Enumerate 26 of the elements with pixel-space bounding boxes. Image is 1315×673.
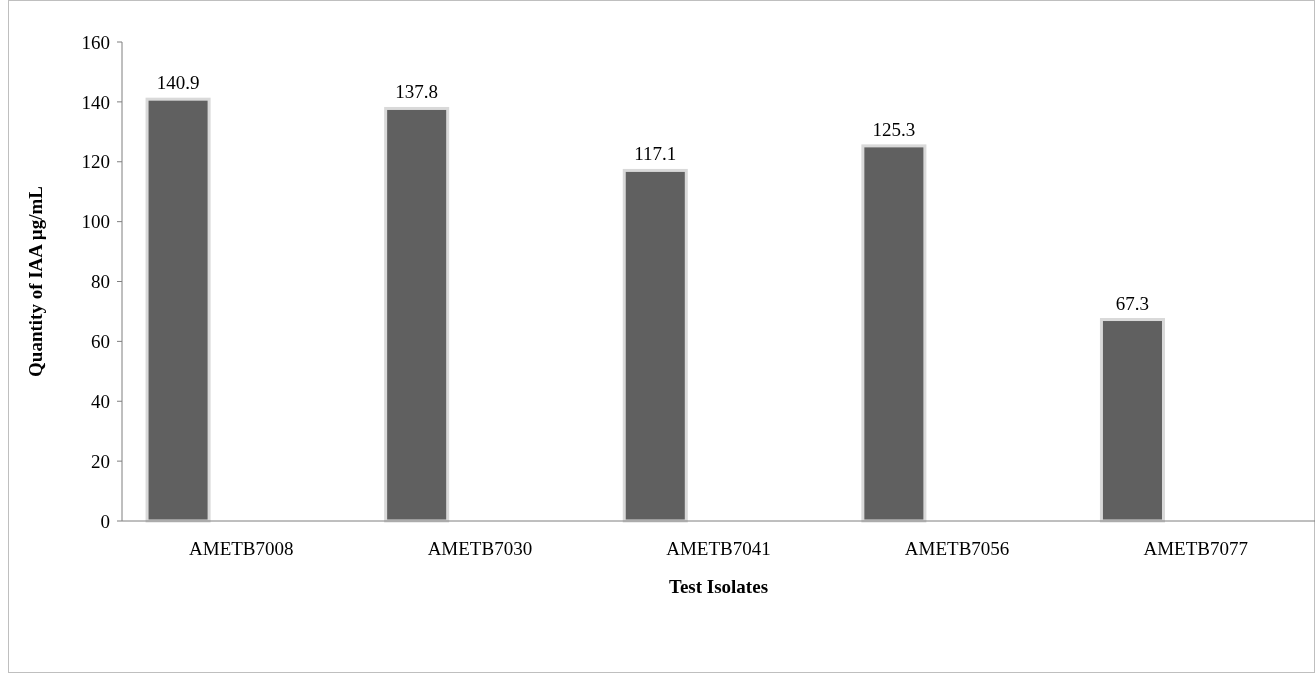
data-label: 137.8 [395, 81, 439, 103]
y-tick-label: 160 [81, 31, 110, 53]
data-label: 125.3 [872, 118, 916, 140]
y-tick-label: 0 [100, 510, 110, 532]
y-tick-label: 140 [81, 91, 110, 113]
x-tick-label: AMETB7056 [904, 538, 1010, 559]
data-label: 140.9 [156, 72, 200, 94]
x-tick-label: AMETB7030 [427, 538, 533, 559]
bar [145, 97, 211, 523]
data-label: 67.3 [1115, 292, 1150, 314]
x-tick-label: AMETB7077 [1143, 538, 1248, 559]
y-tick-label: 20 [91, 450, 110, 472]
data-label: 117.1 [634, 143, 677, 165]
y-tick-label: 80 [91, 271, 110, 293]
x-tick-label: AMETB7041 [666, 538, 771, 559]
bar [622, 168, 688, 523]
y-axis-title: Quantity of IAA µg/mL [25, 186, 46, 377]
bar [861, 144, 927, 523]
x-tick-label: AMETB7008 [189, 538, 294, 559]
y-tick-label: 40 [91, 390, 110, 412]
x-axis-title: Test Isolates [668, 576, 769, 597]
y-tick-label: 100 [81, 211, 110, 233]
y-tick-label: 120 [81, 151, 110, 173]
y-tick-label: 60 [91, 331, 110, 353]
bar [384, 106, 450, 523]
bar [1099, 318, 1165, 523]
